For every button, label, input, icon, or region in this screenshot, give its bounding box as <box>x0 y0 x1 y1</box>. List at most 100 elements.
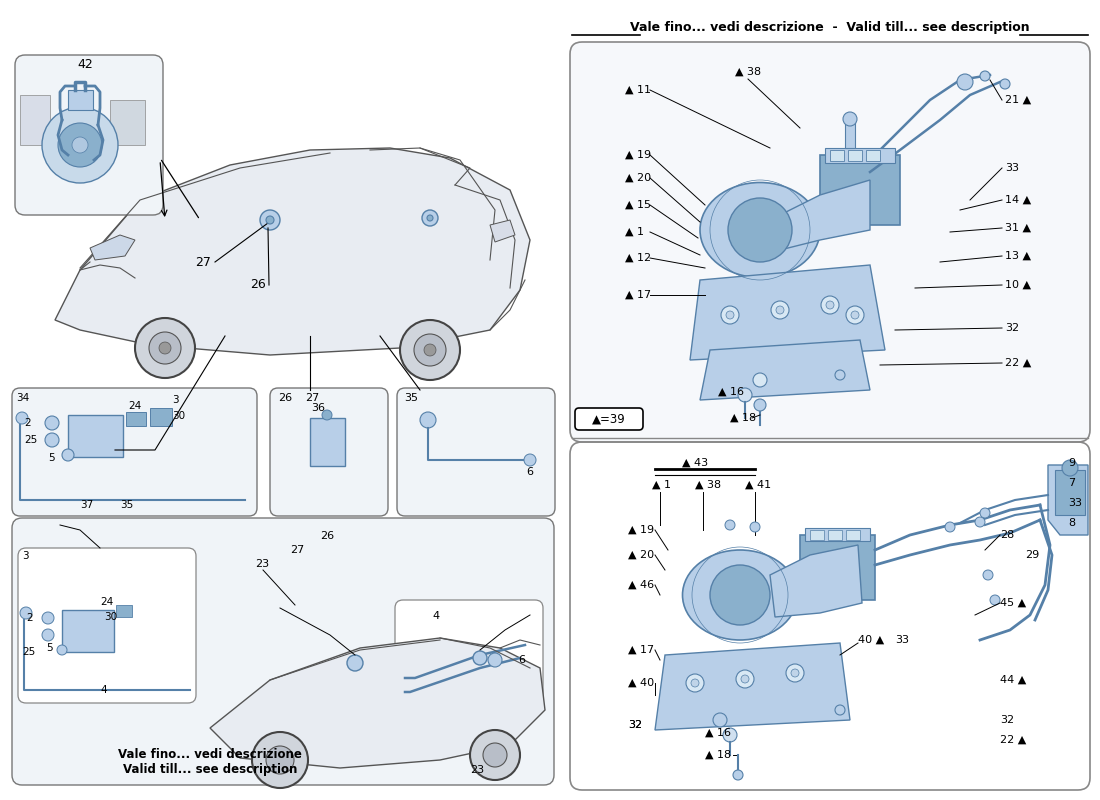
Text: Vale fino... vedi descrizione  -  Valid till... see description: Vale fino... vedi descrizione - Valid ti… <box>630 22 1030 34</box>
Bar <box>62 610 114 652</box>
Circle shape <box>771 301 789 319</box>
Circle shape <box>524 454 536 466</box>
Bar <box>828 530 842 540</box>
Circle shape <box>975 517 984 527</box>
Text: 14 ▲: 14 ▲ <box>1005 195 1031 205</box>
Text: 8: 8 <box>1068 518 1075 528</box>
Text: 26: 26 <box>320 531 334 541</box>
Text: 22 ▲: 22 ▲ <box>1000 735 1026 745</box>
Text: 4: 4 <box>100 685 107 695</box>
FancyBboxPatch shape <box>12 518 554 785</box>
Bar <box>866 150 880 161</box>
Circle shape <box>741 675 749 683</box>
Circle shape <box>20 607 32 619</box>
FancyBboxPatch shape <box>270 388 388 516</box>
Circle shape <box>266 746 294 774</box>
Circle shape <box>835 370 845 380</box>
Circle shape <box>786 664 804 682</box>
Text: ▲ 12: ▲ 12 <box>625 253 651 263</box>
Text: 37: 37 <box>80 500 94 510</box>
Text: 33: 33 <box>1068 498 1082 508</box>
Text: 27: 27 <box>195 255 211 269</box>
Circle shape <box>470 730 520 780</box>
Text: 13 ▲: 13 ▲ <box>1005 251 1031 261</box>
Text: 27: 27 <box>305 393 319 403</box>
Text: 10 ▲: 10 ▲ <box>1005 280 1031 290</box>
Text: 40 ▲: 40 ▲ <box>858 635 884 645</box>
Text: 24: 24 <box>128 401 141 411</box>
Circle shape <box>957 74 974 90</box>
Text: ▲ 1: ▲ 1 <box>625 227 644 237</box>
Circle shape <box>160 342 170 354</box>
Text: 35: 35 <box>120 500 133 510</box>
Text: 9: 9 <box>1068 458 1075 468</box>
Circle shape <box>483 743 507 767</box>
Circle shape <box>843 112 857 126</box>
Circle shape <box>720 306 739 324</box>
Ellipse shape <box>682 550 798 640</box>
Circle shape <box>266 216 274 224</box>
Text: 5: 5 <box>48 453 55 463</box>
Bar <box>1055 470 1085 515</box>
Circle shape <box>738 388 752 402</box>
Bar <box>820 155 900 225</box>
Bar <box>116 605 132 617</box>
Text: 33: 33 <box>1005 163 1019 173</box>
Polygon shape <box>700 340 870 400</box>
Circle shape <box>42 107 118 183</box>
Text: ▲ 41: ▲ 41 <box>745 480 771 490</box>
Circle shape <box>733 770 742 780</box>
Text: 27: 27 <box>290 545 305 555</box>
Text: ▲ 40: ▲ 40 <box>628 678 654 688</box>
Bar <box>825 148 895 163</box>
Text: Valid till... see description: Valid till... see description <box>123 762 297 775</box>
Circle shape <box>45 416 59 430</box>
Circle shape <box>728 198 792 262</box>
Text: ▲ 1: ▲ 1 <box>652 480 671 490</box>
Circle shape <box>851 311 859 319</box>
Text: 33: 33 <box>895 635 909 645</box>
FancyBboxPatch shape <box>395 600 543 712</box>
Circle shape <box>414 334 446 366</box>
Circle shape <box>980 71 990 81</box>
Text: 42: 42 <box>77 58 92 71</box>
Circle shape <box>776 306 784 314</box>
Circle shape <box>725 520 735 530</box>
Text: ▲ 38: ▲ 38 <box>695 480 722 490</box>
Bar <box>68 90 94 110</box>
Bar <box>846 530 860 540</box>
Polygon shape <box>770 545 862 617</box>
Bar <box>68 415 123 457</box>
Bar <box>805 528 870 541</box>
Text: 7: 7 <box>1068 478 1075 488</box>
Bar <box>20 95 50 145</box>
Polygon shape <box>654 643 850 730</box>
Circle shape <box>826 301 834 309</box>
Text: ▲ 20: ▲ 20 <box>628 550 654 560</box>
Circle shape <box>821 296 839 314</box>
Text: 32: 32 <box>628 720 642 730</box>
Text: 6: 6 <box>527 467 534 477</box>
Circle shape <box>424 344 436 356</box>
Text: 25: 25 <box>22 647 35 657</box>
Circle shape <box>726 311 734 319</box>
Bar <box>150 408 172 426</box>
FancyBboxPatch shape <box>18 548 196 703</box>
Text: 22 ▲: 22 ▲ <box>1005 358 1032 368</box>
Text: 32: 32 <box>1000 715 1014 725</box>
Polygon shape <box>1048 465 1088 535</box>
Text: 34: 34 <box>16 393 30 403</box>
Text: ▲ 18: ▲ 18 <box>705 750 732 760</box>
Circle shape <box>57 645 67 655</box>
Text: 32: 32 <box>1005 323 1019 333</box>
Circle shape <box>420 412 436 428</box>
Text: ▲ 38: ▲ 38 <box>735 67 761 77</box>
Circle shape <box>135 318 195 378</box>
Circle shape <box>983 570 993 580</box>
Circle shape <box>260 210 280 230</box>
Text: 6: 6 <box>518 655 525 665</box>
Circle shape <box>252 732 308 788</box>
Polygon shape <box>780 180 870 250</box>
Text: ▲ 20: ▲ 20 <box>625 173 651 183</box>
Circle shape <box>16 412 28 424</box>
